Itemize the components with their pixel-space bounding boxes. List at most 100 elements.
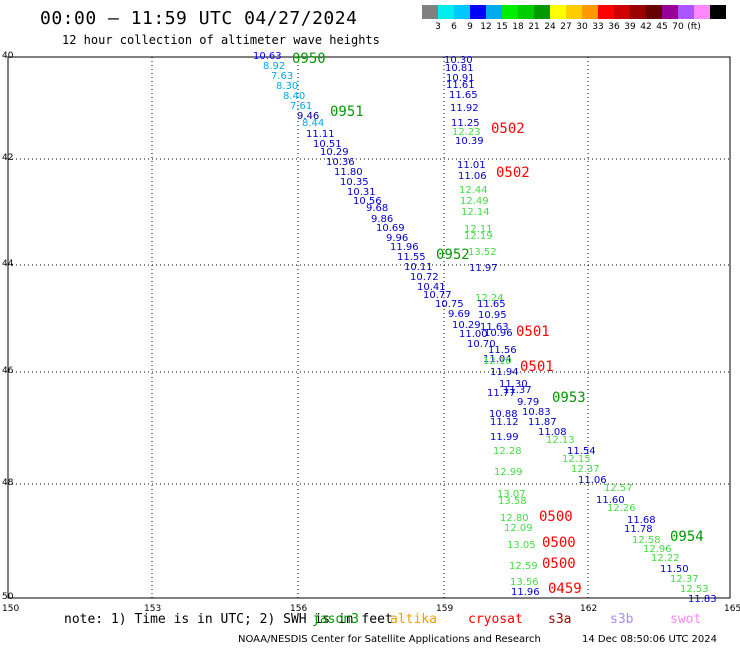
color-scale-label: 70 — [672, 22, 684, 32]
wave-height-value: 10.91 — [446, 73, 475, 84]
map-title: 00:00 — 11:59 UTC 04/27/2024 — [40, 8, 358, 29]
color-swatch — [422, 5, 438, 19]
wave-height-value: 11.96 — [511, 587, 540, 598]
pass-time-label: 0952 — [436, 247, 470, 263]
pass-time-label: 0502 — [491, 121, 525, 137]
pass-time-label: 0501 — [520, 359, 554, 375]
color-scale-label: 33 — [592, 22, 604, 32]
wave-height-value: 9.46 — [297, 111, 320, 122]
pass-time-label: 0500 — [542, 535, 576, 551]
color-swatch — [630, 5, 646, 19]
footnote: note: 1) Time is in UTC; 2) SWH is in fe… — [64, 612, 393, 627]
latitude-label: 46 — [2, 366, 14, 376]
credit-date: 14 Dec 08:50:06 UTC 2024 — [582, 634, 717, 645]
wave-height-value: 12.37 — [670, 574, 699, 585]
color-swatch — [694, 5, 710, 19]
color-swatch — [582, 5, 598, 19]
wave-height-value: 11.97 — [469, 263, 498, 274]
wave-height-value: 11.08 — [538, 427, 567, 438]
color-swatch — [534, 5, 550, 19]
wave-height-value: 12.15 — [562, 454, 591, 465]
wave-height-value: 11.78 — [624, 524, 653, 535]
color-swatch — [598, 5, 614, 19]
color-scale-label: 18 — [512, 22, 524, 32]
wave-height-value: 10.95 — [478, 310, 507, 321]
wave-height-value: 11.61 — [446, 80, 475, 91]
wave-height-value: 11.94 — [490, 367, 519, 378]
wave-height-value: 12.19 — [464, 231, 493, 242]
wave-height-value: 12.26 — [607, 503, 636, 514]
longitude-label: 165 — [724, 604, 740, 614]
wave-height-value: 10.29 — [320, 147, 349, 158]
wave-height-value: 7.61 — [290, 101, 313, 112]
wave-height-value: 8.44 — [302, 118, 325, 129]
color-scale-label: 24 — [544, 22, 556, 32]
wave-height-value: 12.10 — [483, 356, 512, 367]
latitude-label: 40 — [2, 51, 14, 61]
wave-height-value: 12.53 — [680, 584, 709, 595]
wave-height-value: 11.96 — [390, 242, 419, 253]
color-swatch — [662, 5, 678, 19]
latitude-label: 42 — [2, 153, 14, 163]
wave-height-value: 10.31 — [347, 187, 376, 198]
wave-height-value: 7.63 — [271, 71, 294, 82]
wave-height-value: 12.49 — [460, 196, 489, 207]
color-scale-label: 9 — [467, 22, 473, 32]
color-scale-label: 39 — [624, 22, 636, 32]
wave-height-value: 10.72 — [410, 272, 439, 283]
wave-height-value: 12.13 — [546, 435, 575, 446]
color-swatch — [438, 5, 454, 19]
satellite-legend-item: swot — [670, 612, 702, 627]
wave-height-value: 11.12 — [490, 417, 519, 428]
color-scale-label: 36 — [608, 22, 620, 32]
color-scale-label: (ft) — [687, 22, 701, 32]
wave-height-value: 11.06 — [578, 475, 607, 486]
latitude-label: 44 — [2, 259, 14, 269]
wave-height-value: 10.75 — [435, 299, 464, 310]
longitude-label: 153 — [144, 604, 162, 614]
wave-height-value: 9.79 — [517, 397, 540, 408]
color-swatch — [614, 5, 630, 19]
color-swatch — [470, 5, 486, 19]
wave-height-value: 12.57 — [604, 483, 633, 494]
pass-time-label: 0950 — [292, 51, 326, 67]
wave-height-value: 13.07 — [497, 489, 526, 500]
credit-line: NOAA/NESDIS Center for Satellite Applica… — [238, 634, 541, 645]
wave-height-value: 11.68 — [627, 515, 656, 526]
wave-height-value: 12.11 — [464, 224, 493, 235]
pass-time-label: 0500 — [542, 556, 576, 572]
satellite-legend-item: s3b — [610, 612, 634, 627]
wave-height-value: 10.39 — [455, 136, 484, 147]
wave-height-value: 11.87 — [528, 417, 557, 428]
wave-height-value: 13.52 — [468, 247, 497, 258]
longitude-label: 159 — [436, 604, 454, 614]
color-scale-label: 15 — [496, 22, 508, 32]
wave-height-value: 12.09 — [504, 523, 533, 534]
color-scale-label: 12 — [480, 22, 492, 32]
wave-height-value: 11.06 — [458, 171, 487, 182]
color-scale-label: 27 — [560, 22, 572, 32]
satellite-legend-item: cryosat — [468, 612, 523, 627]
color-scale-label: 42 — [640, 22, 652, 32]
color-scale-label: 30 — [576, 22, 588, 32]
wave-height-value: 12.28 — [493, 446, 522, 457]
wave-height-value: 11.92 — [450, 103, 479, 114]
wave-height-value: 12.37 — [571, 464, 600, 475]
wave-height-value: 10.69 — [376, 223, 405, 234]
color-swatch — [502, 5, 518, 19]
wave-height-value: 10.63 — [253, 51, 282, 62]
wave-height-value: 10.11 — [404, 262, 433, 273]
pass-time-label: 0953 — [552, 390, 586, 406]
latitude-label: 50 — [2, 592, 14, 602]
longitude-label: 156 — [290, 604, 308, 614]
wave-height-value: 9.96 — [386, 233, 409, 244]
wave-height-value: 10.70 — [467, 339, 496, 350]
wave-height-value: 12.24 — [475, 293, 504, 304]
color-swatch — [710, 5, 726, 19]
wave-height-value: 11.11 — [306, 129, 335, 140]
wave-height-value: 10.81 — [445, 63, 474, 74]
wave-height-value: 12.96 — [643, 544, 672, 555]
wave-height-value: 12.14 — [461, 207, 490, 218]
pass-time-label: 0951 — [330, 104, 364, 120]
